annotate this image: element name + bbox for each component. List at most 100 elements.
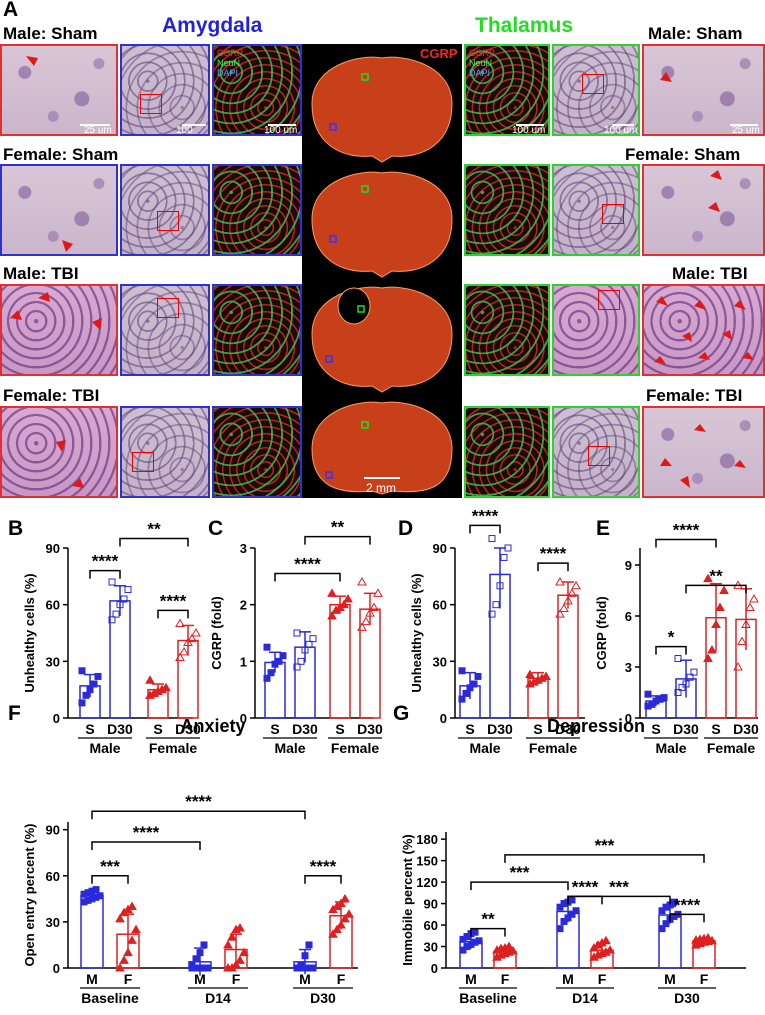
data-point: [309, 635, 317, 643]
data-point: [471, 928, 479, 936]
data-point: [707, 644, 717, 654]
channel-neun: NeuN: [217, 58, 241, 68]
amygdala-he-highmag-female-tbi: [0, 406, 118, 498]
panel-letter-f: F: [8, 702, 21, 725]
data-point: [297, 961, 305, 969]
amygdala-he-lowmag-female-tbi: [120, 406, 210, 498]
significance-label: ****: [673, 521, 700, 540]
data-point: [703, 932, 713, 942]
scale-label-100: 100 um: [512, 125, 546, 136]
data-point: [297, 657, 305, 665]
data-point: [343, 593, 353, 603]
thalamus-he-lowmag-female-tbi: [552, 406, 640, 498]
roi-box: [582, 74, 604, 94]
data-point: [279, 652, 287, 660]
data-point: [690, 668, 698, 676]
significance-bracket: [669, 913, 705, 923]
data-point: [488, 535, 496, 543]
data-point: [175, 652, 185, 662]
data-point: [369, 602, 379, 611]
amygdala-roi-4: [325, 471, 333, 479]
x-tick-label: M: [465, 971, 477, 987]
panel-letter-d: D: [398, 517, 413, 540]
data-point: [108, 616, 116, 624]
bar: [80, 895, 104, 969]
data-point: [235, 923, 245, 932]
data-point: [508, 945, 518, 955]
significance-bracket: [537, 562, 569, 572]
significance-bracket: [304, 875, 342, 884]
data-point: [96, 892, 104, 900]
data-point: [686, 673, 694, 681]
thalamus-roi-3: [357, 305, 365, 313]
roi-box: [132, 452, 154, 472]
amygdala-he-lowmag-male-tbi: [120, 284, 210, 376]
brain-section-2: [311, 171, 453, 278]
group-label: D30: [310, 990, 336, 1006]
significance-bracket: [91, 875, 129, 884]
x-tick-label: S: [533, 721, 542, 737]
data-point: [605, 945, 615, 954]
data-point: [459, 946, 467, 954]
data-point: [662, 920, 670, 928]
data-point: [556, 925, 564, 933]
group-label: Male: [274, 740, 305, 756]
bar: [557, 594, 579, 719]
significance-label: ****: [540, 544, 567, 563]
amygdala-he-highmag-male-sham: 25 um: [0, 44, 118, 136]
significance-label: ****: [92, 552, 119, 571]
scale-label-25: 25 um: [84, 125, 112, 136]
group-label: Male: [655, 740, 686, 756]
chart-title: Depression: [547, 716, 645, 736]
data-point: [660, 694, 668, 702]
data-point: [336, 898, 346, 907]
roi-box: [157, 298, 179, 318]
y-tick-label: 30: [433, 654, 447, 669]
cgrp-label: CGRP: [420, 46, 458, 61]
group-label: Female: [529, 740, 577, 756]
thalamus-fluor-male-sham: CGRP NeuN DAPI 100 um: [464, 44, 550, 136]
group-label: D14: [205, 990, 231, 1006]
data-point: [235, 955, 245, 964]
row-label-male-sham-left: Male: Sham: [3, 24, 98, 43]
x-tick-label: S: [711, 721, 720, 737]
x-tick-label: D30: [357, 721, 383, 737]
significance-bracket: [655, 538, 717, 548]
data-point: [703, 653, 713, 662]
data-point: [328, 929, 338, 938]
significance-label: ***: [510, 863, 530, 882]
data-point: [127, 901, 137, 911]
y-tick-label: 90: [46, 823, 60, 838]
x-tick-label: S: [335, 721, 344, 737]
panel-letter-a: A: [3, 0, 19, 21]
y-tick-label: 90: [424, 897, 438, 912]
significance-label: ****: [185, 792, 212, 811]
y-tick-label: 0: [625, 711, 632, 726]
chart-title: Anxiety: [180, 716, 245, 736]
data-point: [108, 578, 116, 586]
data-point: [223, 939, 233, 949]
data-point: [500, 553, 508, 561]
scale-bar: [516, 124, 544, 126]
x-tick-label: D30: [673, 721, 699, 737]
thalamus-roi-4: [361, 421, 369, 429]
thalamus-he-highmag-male-sham: 25 um: [642, 44, 765, 136]
data-point: [175, 618, 185, 628]
data-point: [327, 610, 337, 620]
data-point: [275, 657, 283, 665]
scale-bar: [268, 124, 296, 126]
x-tick-label: D30: [292, 721, 318, 737]
group-label: Baseline: [459, 990, 517, 1006]
data-point: [344, 909, 354, 918]
panel-letter-c: C: [208, 517, 223, 540]
data-point: [263, 643, 271, 651]
significance-bracket: [304, 535, 371, 545]
significance-label: **: [709, 566, 723, 585]
amygdala-fluor-male-sham: CGRP NeuN DAPI 100 um: [212, 44, 302, 136]
data-point: [131, 924, 141, 934]
row-label-female-tbi-right: Female: TBI: [646, 386, 743, 405]
amygdala-he-highmag-male-tbi: [0, 284, 118, 376]
data-point: [555, 576, 565, 586]
